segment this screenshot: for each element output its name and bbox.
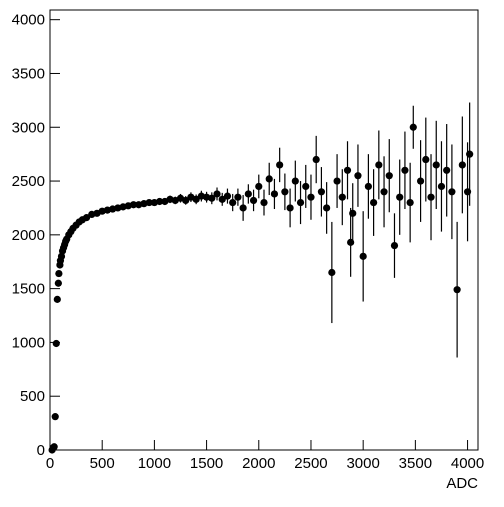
data-point — [317, 188, 326, 196]
data-point — [466, 150, 474, 158]
data-point — [156, 197, 164, 206]
y-tick-label: 2500 — [12, 173, 45, 190]
y-tick-label: 3500 — [12, 65, 45, 82]
data-point — [323, 204, 331, 212]
data-point — [281, 188, 289, 196]
y-tick-label: 0 — [37, 442, 45, 459]
data-point — [55, 269, 63, 278]
data-point — [312, 155, 320, 164]
data-point — [359, 252, 367, 260]
data-point — [229, 198, 237, 207]
data-point — [458, 161, 466, 169]
data-point — [328, 268, 336, 277]
y-tick-label: 500 — [20, 388, 45, 405]
data-point — [57, 252, 66, 260]
data-point — [354, 172, 362, 180]
data-point — [453, 286, 461, 294]
x-tick-label: 1500 — [190, 455, 223, 472]
data-point — [208, 194, 216, 202]
data-point — [307, 193, 315, 201]
data-point — [380, 188, 388, 196]
data-point — [349, 209, 357, 217]
data-point — [338, 193, 346, 201]
data-point — [427, 193, 435, 201]
data-point — [218, 195, 226, 203]
data-point — [239, 204, 247, 212]
data-point — [432, 161, 440, 169]
data-point — [192, 195, 200, 203]
data-point — [213, 190, 221, 198]
data-point — [302, 182, 310, 191]
data-point — [52, 339, 60, 348]
data-point — [265, 175, 273, 183]
data-point — [145, 198, 153, 207]
data-point — [375, 161, 383, 169]
data-point — [50, 443, 58, 451]
x-tick-label: 4000 — [451, 455, 484, 472]
x-tick-label: 3000 — [346, 455, 379, 472]
data-point — [333, 177, 341, 185]
data-point — [223, 192, 232, 200]
y-tick-label: 3000 — [12, 119, 45, 136]
y-tick-label: 2000 — [12, 227, 45, 244]
data-point — [260, 198, 268, 207]
data-point — [422, 155, 430, 164]
data-point — [437, 182, 446, 191]
x-axis-label: ADC — [446, 475, 478, 492]
data-point — [409, 123, 417, 131]
data-point — [370, 198, 378, 207]
x-tick-label: 0 — [46, 455, 54, 472]
data-point — [129, 201, 138, 209]
data-point — [51, 413, 59, 421]
x-tick-label: 1000 — [138, 455, 171, 472]
data-point — [406, 198, 414, 207]
data-point — [416, 177, 425, 185]
data-point — [286, 204, 294, 212]
data-point — [448, 188, 456, 196]
data-point — [401, 166, 409, 174]
y-tick-label: 1500 — [12, 281, 45, 298]
x-tick-label: 2000 — [242, 455, 275, 472]
data-point — [296, 198, 305, 207]
data-point — [390, 241, 399, 250]
data-point — [255, 182, 263, 191]
data-point — [234, 193, 242, 201]
data-point — [396, 193, 404, 201]
plot-frame — [49, 9, 479, 451]
data-point — [385, 172, 393, 180]
data-point — [182, 196, 190, 205]
data-point — [270, 190, 279, 198]
data-point — [364, 182, 372, 191]
data-point — [291, 177, 299, 185]
x-tick-label: 500 — [90, 455, 115, 472]
y-tick-label: 1000 — [12, 334, 45, 351]
data-point — [244, 190, 252, 198]
data-point — [343, 166, 352, 174]
x-tick-label: 3500 — [399, 455, 432, 472]
data-point — [249, 196, 258, 205]
x-tick-label: 2500 — [294, 455, 327, 472]
data-point — [443, 166, 451, 174]
y-tick-label: 4000 — [12, 12, 45, 29]
data-point — [82, 214, 91, 222]
data-point — [54, 279, 62, 287]
data-point — [276, 161, 284, 169]
data-point — [53, 295, 61, 303]
